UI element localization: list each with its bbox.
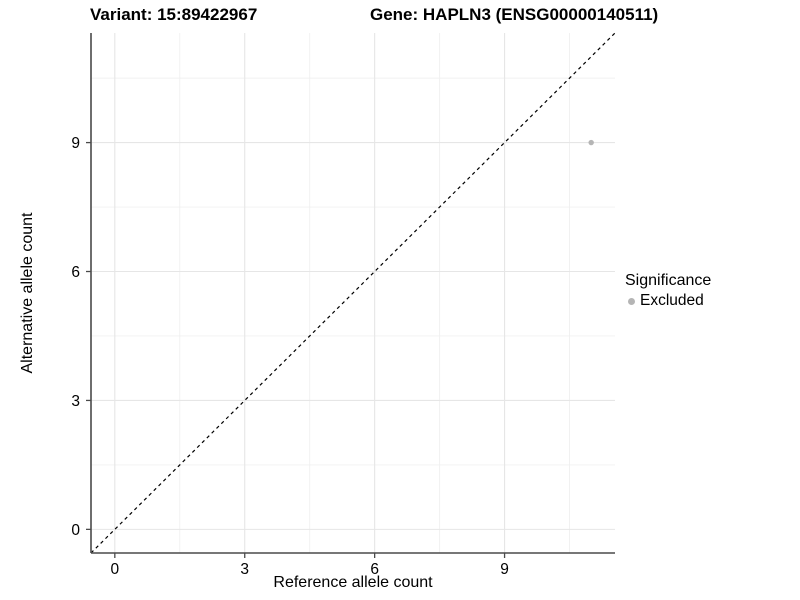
y-tick-label: 9 — [71, 135, 80, 152]
x-tick-label: 3 — [240, 561, 249, 578]
y-tick-label: 3 — [71, 393, 80, 410]
y-axis-title: Alternative allele count — [19, 212, 36, 374]
plot-title-gene: Gene: HAPLN3 (ENSG00000140511) — [370, 5, 659, 24]
y-tick-label: 0 — [71, 522, 80, 539]
x-tick-label: 6 — [370, 561, 379, 578]
legend-item-excluded: Excluded — [628, 292, 711, 310]
excluded-point-icon — [628, 297, 635, 305]
legend-item-label: Excluded — [640, 292, 704, 309]
data-point — [588, 139, 594, 146]
x-axis-title: Reference allele count — [273, 574, 433, 591]
legend-title: Significance — [625, 272, 712, 289]
legend: Significance Excluded — [625, 271, 711, 310]
x-tick-label: 0 — [111, 561, 120, 578]
plot-title-variant: Variant: 15:89422967 — [90, 5, 258, 24]
identity-dashed-line — [90, 32, 616, 554]
x-tick-label: 9 — [500, 561, 509, 578]
y-tick-label: 6 — [71, 264, 80, 281]
